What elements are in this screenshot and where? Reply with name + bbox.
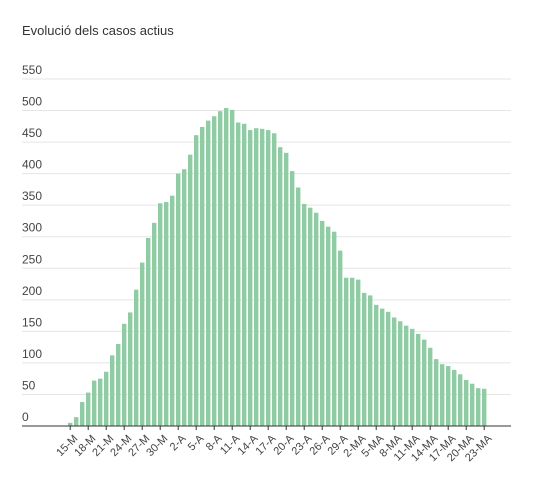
bar <box>446 366 451 426</box>
bar <box>392 317 397 426</box>
y-tick-label: 300 <box>22 221 42 235</box>
y-tick-label: 400 <box>22 158 42 172</box>
bar <box>236 122 241 426</box>
bar <box>470 383 475 426</box>
bar <box>92 380 97 426</box>
bar <box>476 388 481 426</box>
bar <box>260 128 265 426</box>
y-tick-label: 350 <box>22 189 42 203</box>
bar <box>254 128 259 426</box>
bar <box>86 392 91 426</box>
bar <box>344 277 349 426</box>
bar <box>152 222 157 426</box>
bars <box>68 108 487 427</box>
bar <box>278 147 283 426</box>
bar <box>290 171 295 426</box>
bar <box>116 343 121 426</box>
y-tick-label: 100 <box>22 347 42 361</box>
bar <box>398 321 403 426</box>
bar <box>356 279 361 426</box>
bar <box>452 369 457 426</box>
bar <box>74 417 79 426</box>
bar <box>416 333 421 426</box>
y-tick-label: 500 <box>22 95 42 109</box>
bar <box>194 135 199 426</box>
bar <box>458 374 463 426</box>
bar <box>176 173 181 426</box>
bar <box>224 108 229 427</box>
chart-title: Evolució dels casos actius <box>22 23 174 38</box>
bar <box>332 231 337 426</box>
bar <box>80 402 85 426</box>
bar <box>104 371 109 426</box>
bar <box>302 203 307 426</box>
bar <box>212 116 217 426</box>
bar <box>308 207 313 426</box>
bar <box>404 325 409 426</box>
bar <box>158 203 163 426</box>
bar <box>218 111 223 427</box>
bar <box>464 379 469 426</box>
x-tick-labels: 15-M18-M21-M24-M27-M30-M2-A5-A8-A11-A14-… <box>54 432 495 464</box>
bar <box>206 120 211 426</box>
bar <box>140 262 145 426</box>
x-axis <box>22 425 511 430</box>
bar <box>296 187 301 426</box>
y-tick-label: 450 <box>22 126 42 140</box>
bar <box>380 308 385 426</box>
bar <box>350 277 355 426</box>
bar <box>368 295 373 426</box>
bar <box>146 237 151 426</box>
y-tick-labels: 0 50 100 150 200 250 300 350 400 450 500 550 <box>22 63 42 424</box>
bar <box>440 364 445 426</box>
bar <box>326 226 331 426</box>
bar <box>242 123 247 426</box>
x-tick-label: 5-A <box>186 432 207 453</box>
bar <box>386 311 391 426</box>
x-tick-label: 30-M <box>144 433 170 459</box>
bar <box>434 359 439 426</box>
y-tick-label: 200 <box>22 284 42 298</box>
bar <box>428 347 433 426</box>
bar <box>482 388 487 426</box>
bar <box>338 250 343 426</box>
bar <box>68 422 73 426</box>
bar <box>134 289 139 426</box>
y-tick-label: 150 <box>22 315 42 329</box>
bar <box>122 323 127 426</box>
bar <box>266 130 271 426</box>
bar <box>362 292 367 426</box>
bar <box>170 195 175 426</box>
y-tick-label: 550 <box>22 63 42 77</box>
bar <box>188 154 193 426</box>
bar <box>128 312 133 426</box>
bar <box>410 328 415 426</box>
bar <box>98 378 103 426</box>
bar <box>422 339 427 426</box>
bar <box>374 304 379 426</box>
bar <box>164 202 169 426</box>
bar <box>314 212 319 426</box>
x-tick-label: 2-A <box>168 432 189 453</box>
y-tick-label: 250 <box>22 252 42 266</box>
bar <box>200 126 205 426</box>
bar <box>272 133 277 426</box>
y-tick-label: 50 <box>22 378 36 392</box>
bar <box>182 169 187 426</box>
bar <box>284 152 289 426</box>
bar <box>230 109 235 426</box>
bar <box>320 220 325 426</box>
bar <box>110 355 115 426</box>
bar <box>248 130 253 426</box>
y-tick-label: 0 <box>22 410 29 424</box>
